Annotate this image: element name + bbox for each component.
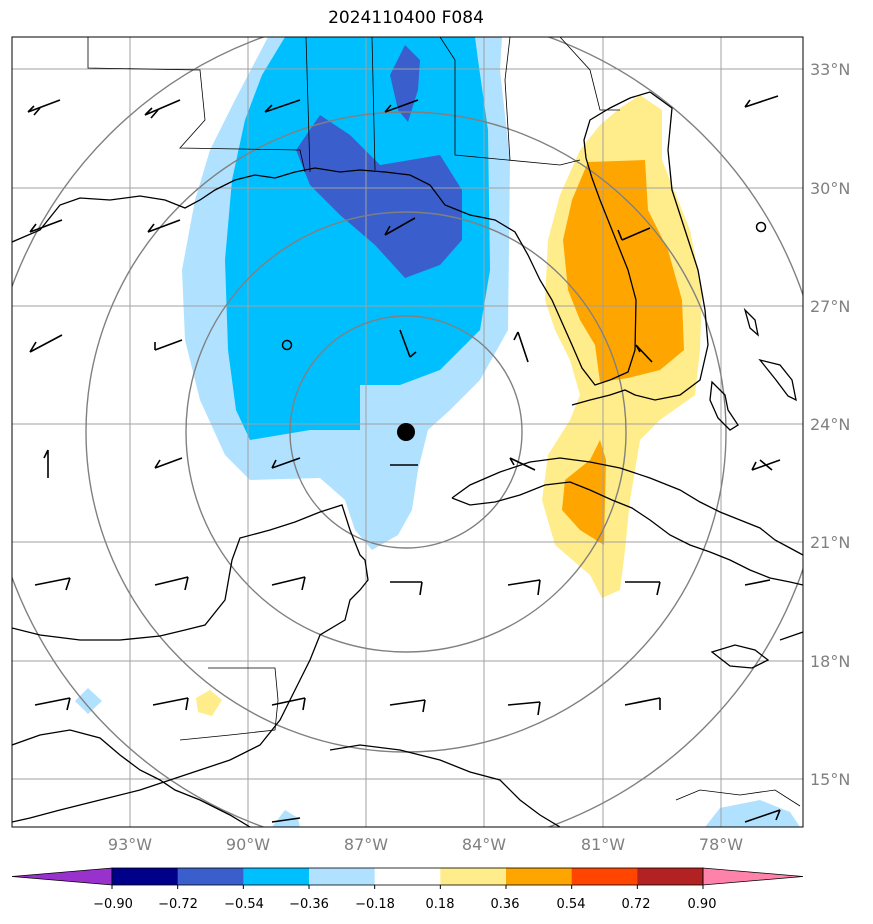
colorbar-segment: [506, 868, 573, 885]
colorbar-segment: [177, 868, 244, 885]
deep-sky-blue-region: [225, 37, 490, 440]
colorbar-tick-label: 0.18: [426, 897, 455, 912]
colorbar-tick-label: −0.36: [289, 897, 329, 912]
calm-wind-marker: [755, 221, 767, 233]
colorbar-segment: [374, 868, 441, 885]
lat-label: 27°N: [810, 297, 850, 316]
colorbar-tick-label: 0.72: [622, 897, 651, 912]
lat-label: 30°N: [810, 179, 850, 198]
map-title: 2024110400 F084: [328, 8, 484, 28]
colorbar-tick-label: 0.90: [688, 897, 717, 912]
orange-region: [563, 160, 684, 382]
colorbar-segment: [440, 868, 507, 885]
lat-label: 21°N: [810, 533, 850, 552]
orange-region-south: [562, 440, 606, 545]
light-blue-patch-se: [705, 800, 800, 827]
colorbar-extend-low: [11, 867, 113, 886]
colorbar-segment: [112, 868, 179, 885]
colorbar-tick-label: 0.54: [557, 897, 586, 912]
light-yellow-patch-w: [196, 690, 222, 716]
colorbar-extend-high: [702, 867, 804, 886]
wind-barbs: [27, 95, 781, 823]
lon-label: 87°W: [344, 835, 388, 854]
map-frame: [11, 36, 804, 828]
royal-blue-region: [296, 115, 462, 278]
map-plot-area: [12, 37, 803, 827]
political-borders: [87, 37, 801, 807]
lat-lon-grid: [12, 37, 803, 827]
lon-label: 90°W: [226, 835, 270, 854]
light-blue-patch-s: [272, 810, 300, 827]
colorbar-tick-label: 0.36: [491, 897, 520, 912]
storm-center-marker: [397, 423, 415, 441]
colorbar-segment: [243, 868, 310, 885]
lat-label: 15°N: [810, 770, 850, 789]
lat-label: 33°N: [810, 60, 850, 79]
lon-label: 81°W: [581, 835, 625, 854]
colorbar-tick-labels: −0.90 −0.72 −0.54 −0.36 −0.18 0.18 0.36 …: [93, 897, 716, 912]
longitude-labels: 93°W 90°W 87°W 84°W 81°W 78°W: [108, 835, 743, 854]
colorbar: −0.90 −0.72 −0.54 −0.36 −0.18 0.18 0.36 …: [11, 867, 804, 912]
lat-label: 24°N: [810, 415, 850, 434]
colorbar-tick-label: −0.72: [158, 897, 198, 912]
lon-label: 78°W: [699, 835, 743, 854]
colorbar-segment: [637, 868, 704, 885]
lat-label: 18°N: [810, 652, 850, 671]
colorbar-frame: [111, 867, 704, 886]
lon-label: 93°W: [108, 835, 152, 854]
colorbar-segments: [11, 867, 804, 889]
light-blue-patch-sw: [75, 688, 102, 714]
lon-label: 84°W: [462, 835, 506, 854]
coastlines: [12, 91, 803, 827]
colorbar-tick-label: −0.54: [224, 897, 264, 912]
positive-anomaly-field: [196, 95, 702, 716]
colorbar-segment: [571, 868, 638, 885]
latitude-labels: 33°N 30°N 27°N 24°N 21°N 18°N 15°N: [810, 60, 850, 789]
negative-anomaly-field: [75, 37, 800, 827]
calm-wind-marker: [281, 339, 293, 351]
colorbar-tick-label: −0.18: [355, 897, 395, 912]
colorbar-segment: [309, 868, 376, 885]
colorbar-tick-label: −0.90: [93, 897, 133, 912]
